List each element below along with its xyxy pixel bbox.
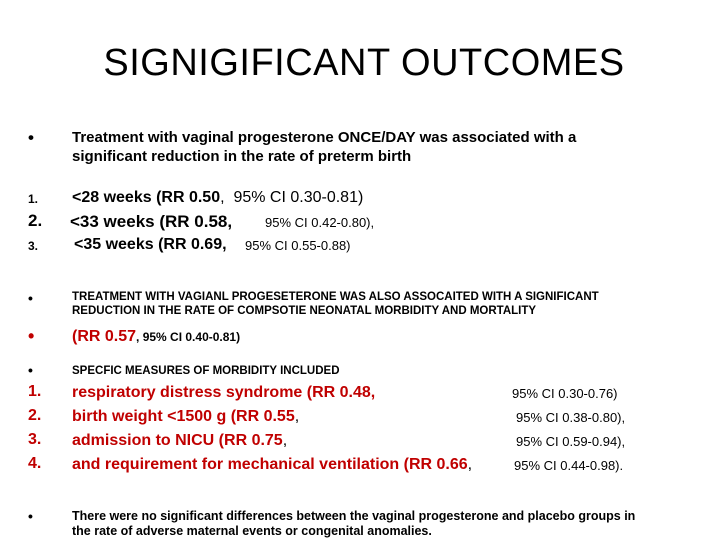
- bullet-text: TREATMENT WITH VAGIANL PROGESETERONE WAS…: [72, 291, 599, 319]
- bullet-line: the rate of adverse maternal events or c…: [72, 524, 432, 538]
- rr-ci: , 95% CI 0.40-0.81): [136, 330, 241, 344]
- measure-text: and requirement for mechanical ventilati…: [72, 455, 472, 475]
- measure-label: birth weight <1500 g (RR 0.55: [72, 408, 295, 425]
- measure-text: birth weight <1500 g (RR 0.55,: [72, 407, 299, 427]
- bullet-marker: •: [28, 508, 33, 524]
- bullet-marker: •: [28, 326, 35, 346]
- weeks-label: <33 weeks (RR 0.58,: [70, 212, 233, 231]
- weeks-label: <28 weeks (RR 0.50: [72, 189, 221, 206]
- list-number: 2.: [28, 211, 43, 230]
- weeks-sep: ,: [220, 189, 225, 206]
- weeks-text: <28 weeks (RR 0.50, 95% CI 0.30-0.81): [72, 188, 363, 208]
- bullet-marker: •: [28, 128, 34, 147]
- bullet-line: There were no significant differences be…: [72, 509, 636, 523]
- measure-label: respiratory distress syndrome (RR 0.48,: [72, 384, 376, 401]
- weeks-ci: 95% CI 0.42-0.80),: [265, 215, 375, 230]
- list-number: 1.: [28, 383, 42, 400]
- measure-ci: 95% CI 0.44-0.98).: [514, 458, 624, 473]
- bullet-text: SPECFIC MEASURES OF MORBIDITY INCLUDED: [72, 365, 340, 377]
- bullet-line: significant reduction in the rate of pre…: [72, 147, 412, 165]
- bullet-text: (RR 0.57, 95% CI 0.40-0.81): [72, 327, 240, 347]
- bullet-line: Treatment with vaginal progesterone ONCE…: [72, 129, 577, 146]
- measure-ci: 95% CI 0.59-0.94),: [516, 434, 626, 449]
- measure-ci: 95% CI 0.38-0.80),: [516, 410, 626, 425]
- list-number: 3.: [28, 431, 42, 448]
- bullet-text: Treatment with vaginal progesterone ONCE…: [72, 129, 576, 167]
- measure-ci: 95% CI 0.30-0.76): [512, 386, 618, 401]
- slide-title: SIGNIGIFICANT OUTCOMES: [103, 42, 625, 84]
- weeks-label: <35 weeks (RR 0.69,: [74, 236, 227, 253]
- list-number: 4.: [28, 455, 42, 472]
- list-number: 3.: [28, 239, 39, 253]
- measure-label: admission to NICU (RR 0.75: [72, 432, 283, 449]
- list-number: 1.: [28, 192, 39, 206]
- measure-text: admission to NICU (RR 0.75,: [72, 431, 287, 451]
- bullet-marker: •: [28, 290, 33, 306]
- list-number: 2.: [28, 407, 42, 424]
- bullet-marker: •: [28, 362, 33, 378]
- rr-value: (RR 0.57: [72, 328, 137, 345]
- bullet-line: REDUCTION IN THE RATE OF COMPSOTIE NEONA…: [72, 304, 537, 317]
- bullet-line: TREATMENT WITH VAGIANL PROGESETERONE WAS…: [72, 291, 599, 303]
- bullet-text: There were no significant differences be…: [72, 509, 635, 539]
- measure-sep: ,: [467, 456, 473, 473]
- weeks-ci: 95% CI 0.30-0.81): [233, 189, 364, 206]
- weeks-ci: 95% CI 0.55-0.88): [245, 238, 351, 253]
- measure-sep: ,: [282, 432, 288, 449]
- measure-sep: ,: [294, 408, 300, 425]
- measure-label: and requirement for mechanical ventilati…: [72, 456, 468, 473]
